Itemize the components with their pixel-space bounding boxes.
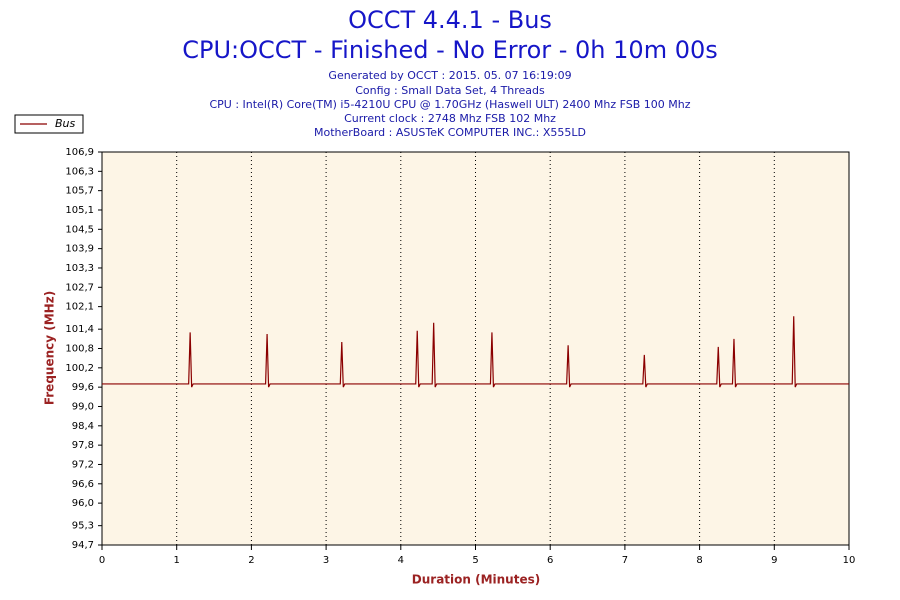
data-line	[102, 316, 849, 388]
y-tick-label: 102,7	[65, 282, 94, 293]
y-tick-label: 97,8	[72, 440, 94, 451]
y-tick-label: 106,9	[65, 147, 94, 158]
x-tick-label: 10	[843, 555, 856, 566]
x-tick-label: 6	[547, 555, 553, 566]
y-tick-label: 96,6	[72, 479, 94, 490]
chart-title: OCCT 4.4.1 - Bus	[348, 6, 552, 34]
y-tick-label: 99,0	[72, 401, 94, 412]
y-tick-label: 95,3	[72, 521, 94, 532]
chart-subtitle: CPU:OCCT - Finished - No Error - 0h 10m …	[182, 36, 718, 64]
x-tick-label: 9	[771, 555, 777, 566]
info-line: MotherBoard : ASUSTeK COMPUTER INC.: X55…	[314, 126, 586, 139]
info-line: CPU : Intel(R) Core(TM) i5-4210U CPU @ 1…	[209, 98, 690, 111]
y-tick-label: 101,4	[65, 324, 94, 335]
y-tick-label: 100,8	[65, 344, 94, 355]
y-tick-label: 104,5	[65, 224, 94, 235]
x-tick-label: 3	[323, 555, 329, 566]
info-line: Generated by OCCT : 2015. 05. 07 16:19:0…	[328, 69, 571, 82]
y-tick-label: 94,7	[72, 540, 94, 551]
y-tick-label: 105,7	[65, 186, 94, 197]
x-tick-label: 7	[622, 555, 628, 566]
y-tick-label: 97,2	[72, 459, 94, 470]
x-tick-label: 0	[99, 555, 105, 566]
y-tick-label: 106,3	[65, 166, 94, 177]
x-axis-label: Duration (Minutes)	[412, 573, 540, 587]
y-tick-label: 100,2	[65, 363, 94, 374]
y-tick-label: 103,3	[65, 263, 94, 274]
legend-label: Bus	[55, 117, 76, 130]
x-tick-label: 2	[248, 555, 254, 566]
y-tick-label: 96,0	[72, 498, 94, 509]
x-tick-label: 1	[174, 555, 180, 566]
y-tick-label: 102,1	[65, 302, 94, 313]
info-line: Current clock : 2748 Mhz FSB 102 Mhz	[344, 112, 556, 125]
legend-box	[14, 114, 84, 134]
x-tick-label: 4	[398, 555, 404, 566]
y-tick-label: 105,1	[65, 205, 94, 216]
x-tick-label: 8	[696, 555, 702, 566]
y-tick-label: 99,6	[72, 382, 94, 393]
x-tick-label: 5	[472, 555, 478, 566]
y-tick-label: 103,9	[65, 244, 94, 255]
info-line: Config : Small Data Set, 4 Threads	[355, 84, 545, 97]
y-tick-label: 98,4	[72, 421, 94, 432]
y-axis-label: Frequency (MHz)	[43, 291, 57, 405]
